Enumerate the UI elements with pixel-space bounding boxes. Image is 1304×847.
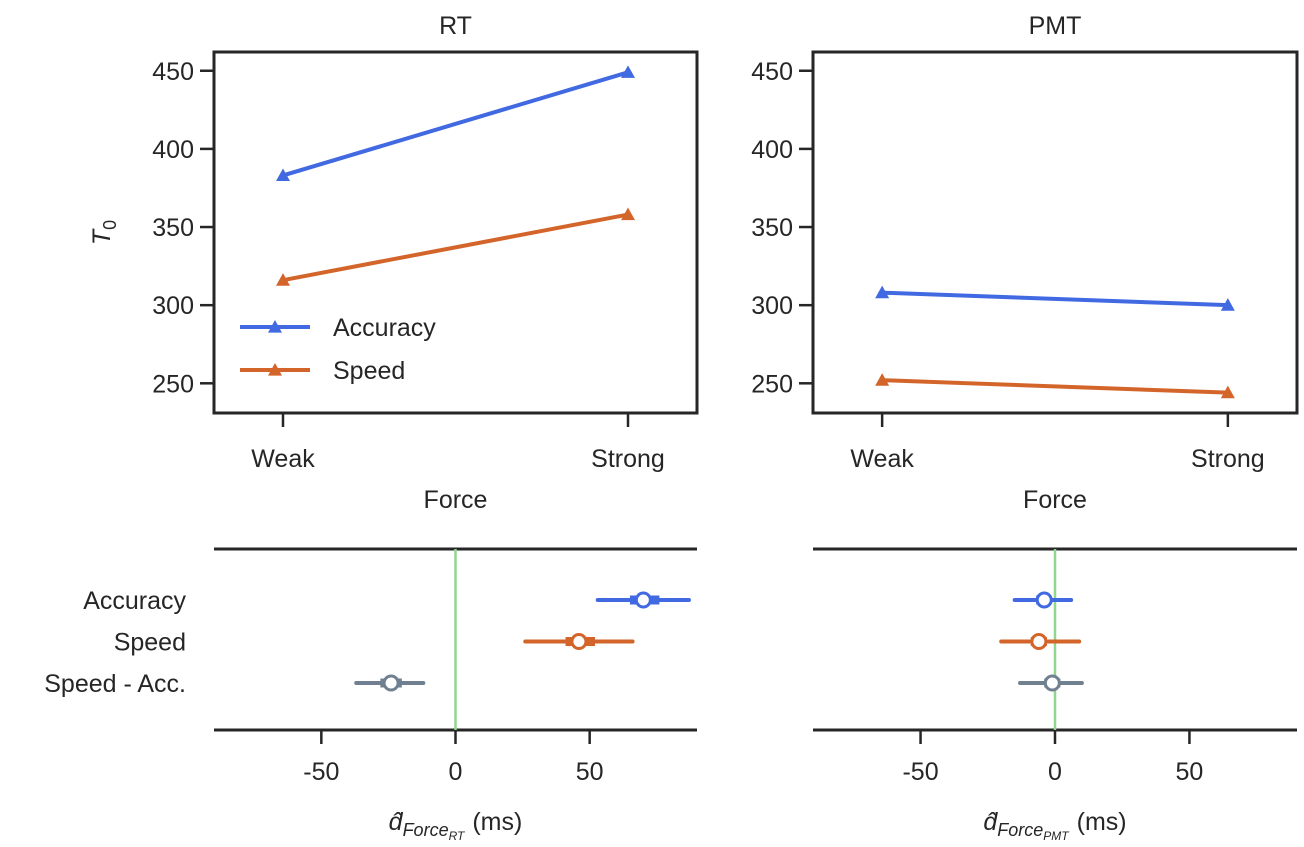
axes-frame — [212, 50, 699, 415]
axes-frame — [811, 50, 1299, 415]
y-tick-label: 300 — [751, 292, 793, 320]
x-tick-label: -50 — [303, 758, 339, 786]
x-axis-label: d̂ForcePMT (ms) — [983, 808, 1126, 843]
series-line — [282, 70, 629, 178]
y-tick-label: 450 — [152, 58, 194, 86]
y-label-base: T — [88, 228, 116, 245]
x-label-unit: (ms) — [472, 808, 522, 836]
point-marker — [621, 207, 635, 221]
panel-title: RT — [439, 12, 472, 40]
x-axis-label: Force — [1023, 486, 1087, 514]
x-label-sub: Force — [997, 820, 1043, 840]
row-label: Accuracy — [83, 587, 186, 615]
x-tick-label: 0 — [449, 758, 463, 786]
x-axis-label: Force — [424, 486, 488, 514]
point-estimate — [634, 591, 652, 609]
x-tick-label: 50 — [1176, 758, 1204, 786]
legend-label: Accuracy — [333, 314, 436, 342]
x-label-subsub: RT — [449, 829, 466, 843]
legend-marker — [268, 320, 282, 333]
y-axis-label: T0 — [88, 220, 120, 245]
y-tick-label: 300 — [152, 292, 194, 320]
x-label-base: d̂ — [983, 808, 998, 836]
y-tick-label: 400 — [751, 136, 793, 164]
point-marker — [875, 285, 890, 299]
legend-label: Speed — [333, 357, 405, 385]
point-marker — [1220, 298, 1235, 311]
y-label-sub: 0 — [100, 220, 120, 230]
point-estimate — [1030, 633, 1048, 650]
point-marker — [276, 168, 290, 182]
x-tick-label: 0 — [1048, 758, 1062, 786]
x-tick-label: Weak — [251, 445, 315, 473]
point-marker — [1220, 385, 1235, 399]
point-estimate — [570, 633, 588, 650]
y-tick-label: 400 — [152, 136, 194, 164]
x-tick-label: -50 — [902, 758, 938, 786]
y-tick-label: 350 — [751, 214, 793, 242]
point-marker — [875, 373, 890, 386]
point-marker — [621, 65, 635, 78]
x-axis-label: d̂ForceRT (ms) — [389, 808, 523, 843]
point-marker — [276, 273, 290, 286]
series-line — [282, 212, 629, 283]
x-label-sub: Force — [403, 820, 449, 840]
x-tick-label: Strong — [591, 445, 665, 473]
x-label-subsub: PMT — [1043, 829, 1070, 843]
x-tick-label: Strong — [1191, 445, 1265, 473]
y-tick-label: 450 — [751, 58, 793, 86]
x-tick-label: Weak — [850, 445, 914, 473]
series-line — [882, 290, 1228, 308]
x-label-unit: (ms) — [1077, 808, 1127, 836]
row-label: Speed - Acc. — [44, 670, 186, 698]
x-label-base: d̂ — [389, 808, 404, 836]
y-tick-label: 250 — [152, 370, 194, 398]
point-estimate — [382, 674, 400, 692]
legend-marker — [268, 363, 282, 376]
y-tick-label: 250 — [751, 370, 793, 398]
point-estimate — [1043, 674, 1061, 692]
point-estimate — [1035, 591, 1053, 609]
row-label: Speed — [114, 629, 186, 657]
series-line — [882, 378, 1228, 395]
panel-title: PMT — [1029, 12, 1082, 40]
y-tick-label: 350 — [152, 214, 194, 242]
x-tick-label: 50 — [576, 758, 604, 786]
